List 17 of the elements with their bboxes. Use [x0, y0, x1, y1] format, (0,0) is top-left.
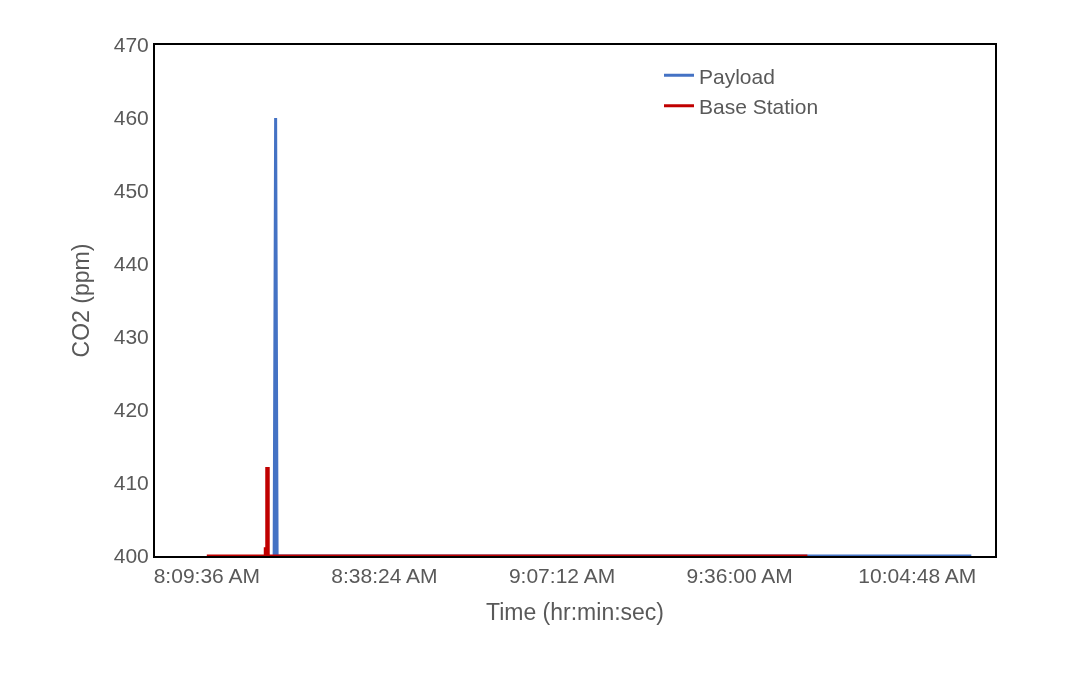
y-tick-label: 440: [113, 252, 149, 276]
x-tick-label: 10:04:48 AM: [858, 564, 977, 588]
x-tick-label: 8:38:24 AM: [331, 564, 438, 588]
y-tick-label: 470: [113, 33, 149, 57]
x-tick-label: 9:07:12 AM: [508, 564, 616, 588]
y-tick-label: 430: [113, 325, 149, 349]
y-tick-label: 460: [113, 106, 149, 130]
y-tick-label: 400: [113, 544, 149, 568]
x-axis-title: Time (hr:min:sec): [485, 599, 665, 626]
y-tick-label: 450: [113, 179, 149, 203]
y-tick-label: 420: [113, 398, 149, 422]
x-tick-label: 8:09:36 AM: [153, 564, 260, 588]
legend-label: Payload: [699, 64, 775, 88]
y-axis-title: CO2 (ppm): [67, 243, 94, 358]
legend-label: Base Station: [699, 94, 819, 118]
y-tick-label: 410: [113, 471, 149, 495]
x-tick-label: 9:36:00 AM: [686, 564, 793, 588]
